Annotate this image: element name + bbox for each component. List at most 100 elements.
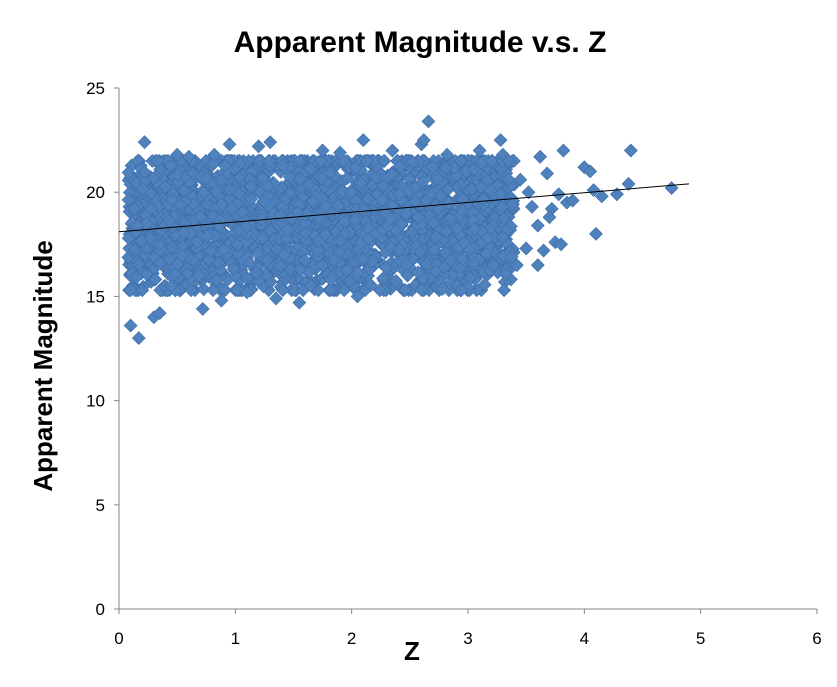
data-point	[339, 171, 354, 186]
data-point	[540, 166, 555, 181]
data-point	[168, 267, 182, 281]
data-point	[311, 243, 326, 258]
data-point	[480, 173, 495, 188]
data-point	[505, 197, 520, 212]
data-point	[143, 231, 158, 246]
data-point	[280, 231, 295, 246]
data-point	[181, 149, 196, 164]
data-point	[135, 283, 150, 298]
y-tick-label: 15	[86, 287, 105, 306]
chart-title: Apparent Magnitude v.s. Z	[234, 26, 607, 59]
data-point	[457, 235, 472, 250]
data-point	[200, 229, 215, 244]
data-point	[519, 241, 534, 256]
data-point	[357, 203, 371, 217]
data-point	[293, 262, 308, 277]
data-point	[311, 233, 326, 248]
data-point	[327, 253, 341, 268]
data-point	[150, 154, 165, 168]
data-point	[226, 261, 241, 276]
data-point	[589, 226, 603, 241]
data-point	[493, 133, 508, 148]
data-point	[176, 225, 191, 240]
data-point	[255, 231, 270, 246]
data-point	[276, 158, 290, 173]
data-point	[509, 258, 524, 273]
data-point	[415, 174, 430, 189]
data-point	[477, 277, 492, 292]
data-point	[315, 143, 330, 158]
data-point	[497, 211, 512, 226]
data-point	[130, 218, 145, 233]
data-point	[530, 258, 545, 273]
data-point	[225, 201, 239, 216]
data-point	[209, 273, 224, 287]
data-point	[290, 205, 305, 220]
data-point	[219, 169, 234, 183]
data-point	[392, 187, 407, 202]
data-point	[419, 193, 433, 208]
data-point	[513, 172, 528, 187]
data-point	[421, 114, 436, 129]
data-point	[474, 156, 489, 171]
y-tick-label: 25	[86, 79, 105, 98]
data-point	[609, 187, 624, 202]
data-point	[206, 209, 221, 223]
data-point	[318, 199, 333, 214]
data-point	[443, 253, 458, 268]
trendline	[118, 183, 690, 233]
x-tick-label: 3	[463, 629, 472, 648]
data-point	[376, 154, 391, 168]
data-point	[455, 203, 470, 218]
data-point	[408, 180, 423, 194]
data-point	[443, 211, 458, 226]
data-point	[525, 199, 539, 214]
data-point	[433, 188, 448, 203]
data-point	[200, 197, 215, 211]
data-point	[413, 244, 428, 259]
data-point	[235, 205, 250, 220]
data-point	[411, 265, 425, 280]
data-point	[192, 268, 207, 283]
data-point	[392, 159, 407, 174]
data-point	[454, 154, 468, 168]
data-point	[132, 257, 146, 272]
data-point	[399, 206, 414, 221]
data-point	[455, 251, 470, 266]
data-point	[364, 278, 378, 293]
data-point	[170, 147, 185, 162]
data-point	[594, 189, 609, 204]
x-axis-title: Z	[404, 636, 420, 666]
data-point	[227, 162, 242, 177]
data-point	[314, 154, 328, 168]
data-point	[123, 283, 138, 298]
data-point	[135, 182, 150, 196]
data-point	[463, 270, 478, 285]
data-point	[195, 301, 210, 316]
data-point	[406, 155, 420, 169]
data-point	[389, 274, 404, 288]
data-point	[127, 202, 142, 216]
data-point	[348, 160, 363, 175]
data-point	[273, 259, 288, 274]
data-point	[351, 265, 365, 280]
data-point	[230, 246, 245, 261]
data-point	[249, 266, 264, 280]
data-point	[180, 266, 195, 281]
data-point	[127, 242, 142, 257]
data-point	[244, 192, 259, 206]
data-point	[466, 256, 481, 271]
data-point	[536, 243, 551, 258]
data-point	[175, 248, 190, 263]
data-point	[501, 172, 516, 187]
data-point	[131, 331, 146, 346]
data-point	[230, 283, 245, 298]
data-point	[146, 171, 161, 186]
data-point	[484, 154, 499, 168]
data-point	[262, 154, 277, 168]
y-axis: 0 5 10 15 20 25	[86, 79, 120, 619]
data-point	[239, 220, 254, 235]
data-point	[551, 187, 566, 202]
data-point	[240, 226, 254, 241]
data-point	[476, 192, 491, 207]
